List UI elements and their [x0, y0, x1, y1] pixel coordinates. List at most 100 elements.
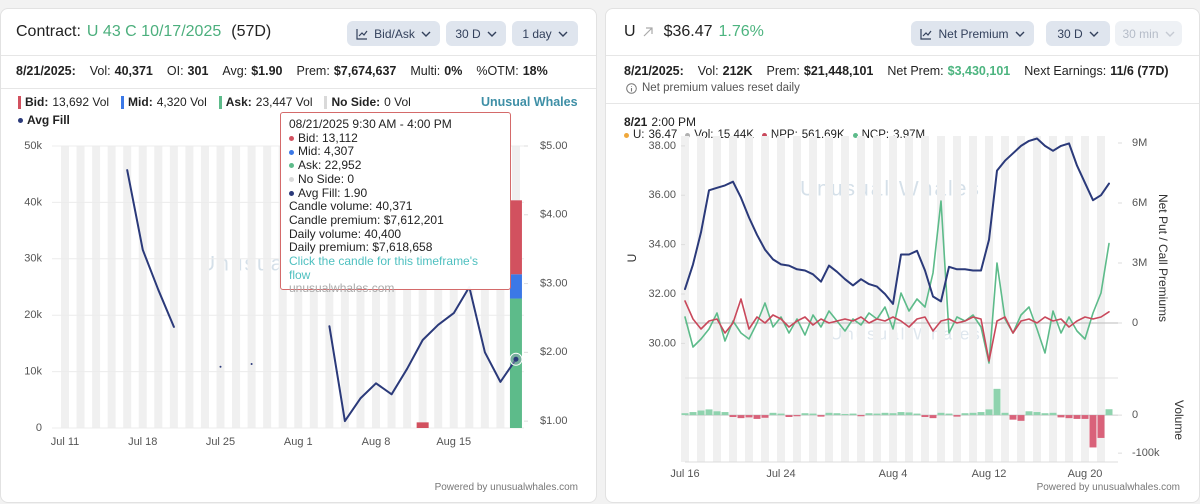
volume-bar — [881, 412, 889, 416]
tooltip-bullet — [289, 136, 294, 142]
chevron — [1165, 31, 1175, 37]
y-tick-label: 34.00 — [648, 239, 676, 251]
day-stripe — [247, 146, 256, 428]
stat: OI: 301 — [167, 64, 209, 78]
tooltip-item: Mid: 4,307 — [289, 145, 502, 159]
range-button[interactable]: 30 D — [446, 21, 506, 46]
legend-value: 13,692 Vol — [52, 95, 110, 109]
symbol: U — [624, 23, 636, 40]
volume-bar — [865, 413, 873, 416]
footer: Powered by unusualwhales.com — [434, 482, 578, 493]
day-stripe — [61, 146, 69, 428]
volume-bar — [1065, 415, 1073, 419]
chevron — [421, 31, 431, 37]
volume-bar — [1057, 415, 1065, 418]
legend-swatch — [218, 95, 222, 109]
legend-value: 0 Vol — [384, 95, 411, 109]
stats-date: 8/21/2025: — [16, 64, 76, 78]
x-tick-label: Aug 15 — [436, 436, 471, 448]
y-tick-label: 30k — [24, 253, 42, 265]
legend-item: Avg Fill — [18, 113, 70, 127]
stat: Prem: $7,674,637 — [296, 64, 396, 78]
hover-date: 8/21 — [624, 115, 648, 129]
stat-value: $7,674,637 — [333, 64, 397, 78]
volume-bar — [825, 412, 833, 416]
volume-bar — [1001, 412, 1009, 416]
day-stripe — [107, 146, 116, 428]
y2-tick-label: 9M — [1132, 137, 1147, 149]
volume-bar — [929, 415, 937, 419]
legend-bullet — [761, 132, 767, 138]
volume-bar — [737, 415, 745, 419]
volume-bar — [913, 413, 921, 416]
day-stripe — [154, 146, 163, 428]
stat: Vol: 212K — [698, 64, 753, 78]
mode-button[interactable]: Net Premium — [911, 21, 1034, 46]
day-stripe — [216, 146, 225, 428]
contract-name: U 43 C 10/17/2025 — [86, 23, 222, 40]
volume-bar — [817, 415, 825, 417]
volume-bar — [416, 422, 429, 428]
tooltip-item: Bid: 13,112 — [289, 131, 502, 146]
legend-name: Avg Fill — [27, 113, 70, 127]
volume-bar — [993, 388, 1001, 416]
chevron — [1089, 31, 1099, 37]
volume-bar — [509, 200, 522, 275]
volume-bar — [977, 412, 985, 416]
day-stripe — [1097, 136, 1105, 462]
legend-value: 36.47 — [648, 129, 678, 141]
footer: Powered by unusualwhales.com — [1036, 482, 1180, 493]
stat-value: 212K — [722, 64, 753, 78]
link-arrow[interactable] — [642, 26, 654, 38]
tooltip-title: 08/21/2025 9:30 AM - 4:00 PM — [289, 117, 452, 131]
volume-bar — [905, 412, 913, 416]
tooltip-text: No Side: 0 — [298, 171, 355, 186]
volume-bar — [1017, 415, 1025, 421]
tooltip-site: unusualwhales.com — [289, 281, 395, 296]
y-axis-title: Volume — [1172, 400, 1186, 440]
volume-bar — [1009, 415, 1017, 420]
y-tick-label: -100k — [1132, 447, 1160, 459]
legend-name: Ask: — [225, 95, 252, 109]
legend-swatch — [18, 95, 21, 109]
y-tick-label: 0 — [1132, 409, 1138, 421]
symbol-header: U $36.47 1.76% — [624, 23, 764, 41]
day-stripe — [745, 136, 753, 462]
x-tick-label: Aug 20 — [1068, 468, 1103, 480]
chart-icon — [920, 28, 932, 40]
interval-button[interactable]: 1 day — [512, 21, 578, 46]
volume-bar — [689, 412, 697, 416]
day-stripe — [138, 146, 147, 428]
day-stripe — [905, 136, 913, 462]
range-button[interactable]: 30 D — [1046, 21, 1110, 46]
y-tick-label: 32.00 — [648, 288, 676, 300]
chevron — [487, 31, 497, 37]
stat: Next Earnings: 11/6 (77D) — [1024, 64, 1168, 78]
stat-value: 40,371 — [114, 64, 153, 78]
stat: %OTM: 18% — [476, 64, 547, 78]
tooltip-line: Daily premium: $7,618,658 — [289, 240, 433, 255]
volume-bar — [793, 415, 801, 417]
mode-button[interactable]: Bid/Ask — [347, 21, 440, 46]
legend-item: NCP: 3.97M — [852, 129, 925, 141]
day-stripe — [1049, 136, 1057, 462]
hover-point — [513, 356, 519, 362]
tooltip-link: Click the candle for this timeframe's fl… — [289, 254, 479, 282]
x-tick-label: Aug 8 — [362, 436, 391, 448]
day-stripe — [969, 136, 977, 462]
tooltip-text: Ask: 22,952 — [298, 158, 362, 173]
y-tick-label: 20k — [24, 309, 42, 321]
interval-button: 30 min — [1115, 21, 1182, 46]
hover-time: 8/21 2:00 PM — [624, 115, 696, 129]
volume-bar — [937, 412, 945, 416]
tooltip-line: Daily volume: 40,400 — [289, 226, 402, 241]
stat-value: 0% — [444, 64, 463, 78]
series-line — [684, 137, 1110, 305]
tooltip-line: Candle premium: $7,612,201 — [289, 212, 444, 227]
volume-bar — [729, 415, 737, 418]
stat: Multi: 0% — [410, 64, 462, 78]
price: $36.47 — [663, 23, 713, 40]
day-stripe — [985, 136, 993, 462]
day-stripe — [1081, 136, 1089, 462]
